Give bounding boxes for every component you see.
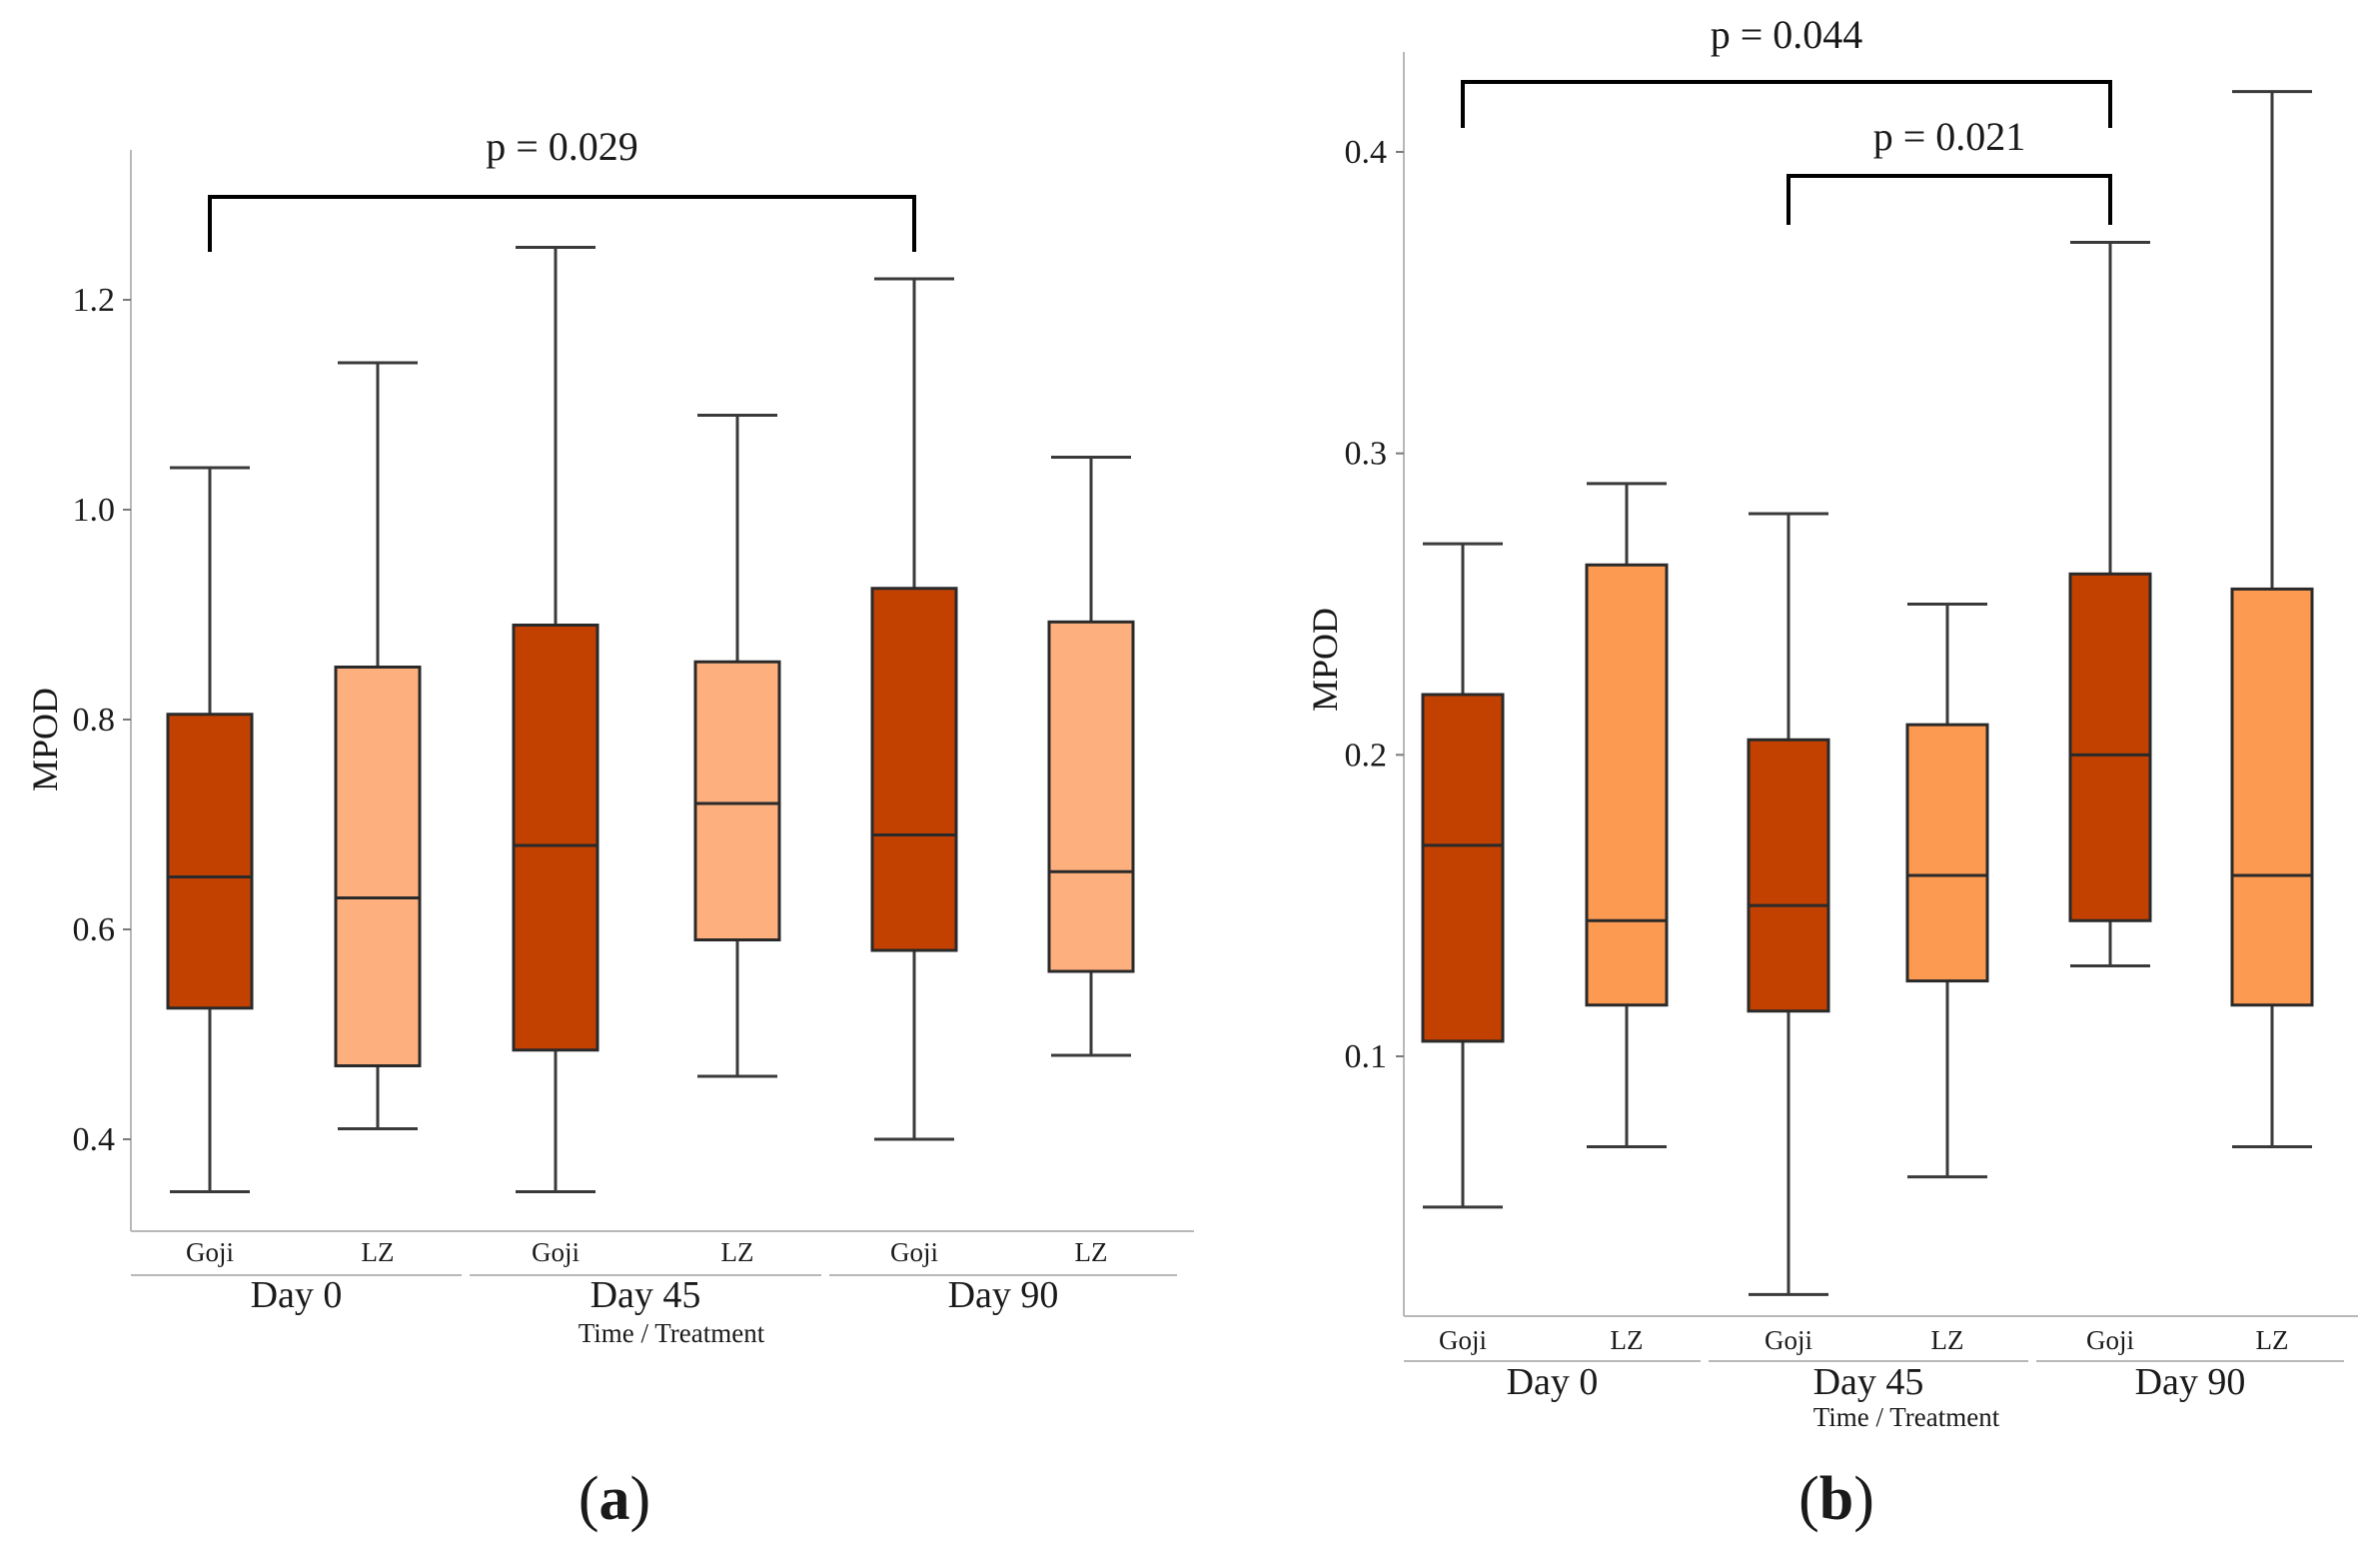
group-label: Day 45 bbox=[1813, 1361, 1924, 1403]
group-label: Day 90 bbox=[2135, 1361, 2246, 1403]
box-day-0-lz bbox=[1585, 482, 1669, 1148]
box-day-0-goji bbox=[166, 466, 254, 1193]
y-tick-label: 0.6 bbox=[73, 911, 116, 948]
treatment-label: LZ bbox=[721, 1237, 754, 1267]
box-day-0-lz bbox=[334, 361, 422, 1130]
box-day-45-goji bbox=[512, 246, 599, 1193]
y-axis-label: MPOD bbox=[25, 688, 65, 791]
iqr-box bbox=[693, 660, 781, 941]
panel-label: (b) bbox=[1798, 1465, 1874, 1533]
treatment-label: LZ bbox=[2256, 1325, 2289, 1355]
iqr-box bbox=[870, 587, 958, 952]
y-tick-label: 0.1 bbox=[1345, 1038, 1388, 1075]
y-tick-label: 0.4 bbox=[1345, 134, 1388, 171]
treatment-label: LZ bbox=[1931, 1325, 1964, 1355]
group-label: Day 90 bbox=[948, 1274, 1059, 1316]
treatment-label: Goji bbox=[186, 1237, 234, 1267]
group-label: Day 0 bbox=[251, 1274, 343, 1316]
box-day-45-goji bbox=[1747, 512, 1830, 1296]
group-label: Day 0 bbox=[1507, 1361, 1599, 1403]
treatment-label: Goji bbox=[890, 1237, 938, 1267]
y-tick-label: 1.2 bbox=[73, 282, 116, 319]
box-day-90-goji bbox=[2068, 241, 2152, 967]
iqr-box bbox=[2230, 587, 2314, 1007]
y-axis-label: MPOD bbox=[1305, 608, 1345, 712]
iqr-box bbox=[1047, 620, 1135, 973]
x-axis-label: Time / Treatment bbox=[1813, 1402, 2000, 1432]
group-label: Day 45 bbox=[591, 1274, 701, 1316]
p-value-label: p = 0.021 bbox=[1873, 114, 2026, 159]
box-day-0-goji bbox=[1421, 542, 1505, 1209]
panel-label: (a) bbox=[579, 1465, 650, 1533]
iqr-box bbox=[1421, 693, 1505, 1043]
y-tick-label: 0.2 bbox=[1345, 737, 1388, 774]
treatment-label: Goji bbox=[1765, 1325, 1812, 1355]
p-value-label: p = 0.029 bbox=[486, 124, 638, 169]
treatment-label: LZ bbox=[1075, 1237, 1108, 1267]
box-day-90-lz bbox=[2230, 90, 2314, 1148]
y-tick-label: 1.0 bbox=[73, 492, 116, 529]
iqr-box bbox=[512, 624, 599, 1052]
y-tick-label: 0.8 bbox=[73, 702, 116, 739]
panel-b: 0.1 0.2 0.3 0.4 MPOD Goji LZ Goji LZ Goji LZ Day 0 D… bbox=[1305, 12, 2358, 1533]
iqr-box bbox=[1747, 738, 1830, 1013]
p-value-label: p = 0.044 bbox=[1711, 12, 1863, 57]
treatment-label: Goji bbox=[532, 1237, 580, 1267]
significance-bracket bbox=[1461, 80, 2112, 128]
x-axis-label: Time / Treatment bbox=[579, 1318, 765, 1348]
box-day-90-goji bbox=[870, 277, 958, 1141]
iqr-box bbox=[1905, 723, 1989, 983]
y-tick-label: 0.3 bbox=[1345, 436, 1388, 473]
treatment-label: LZ bbox=[1611, 1325, 1644, 1355]
panel-a: 0.4 0.6 0.8 1.0 1.2 MPOD Goji LZ Goji LZ Goji LZ Day… bbox=[25, 124, 1194, 1533]
iqr-box bbox=[2068, 572, 2152, 922]
box-day-90-lz bbox=[1047, 456, 1135, 1057]
treatment-label: LZ bbox=[362, 1237, 395, 1267]
iqr-box bbox=[334, 666, 422, 1067]
box-day-45-lz bbox=[1905, 603, 1989, 1179]
y-tick-label: 0.4 bbox=[73, 1121, 116, 1158]
iqr-box bbox=[1585, 563, 1669, 1007]
box-day-45-lz bbox=[693, 414, 781, 1078]
treatment-label: Goji bbox=[1439, 1325, 1487, 1355]
iqr-box bbox=[166, 713, 254, 1010]
treatment-label: Goji bbox=[2086, 1325, 2134, 1355]
significance-bracket bbox=[208, 195, 916, 252]
significance-bracket bbox=[1786, 174, 2112, 225]
